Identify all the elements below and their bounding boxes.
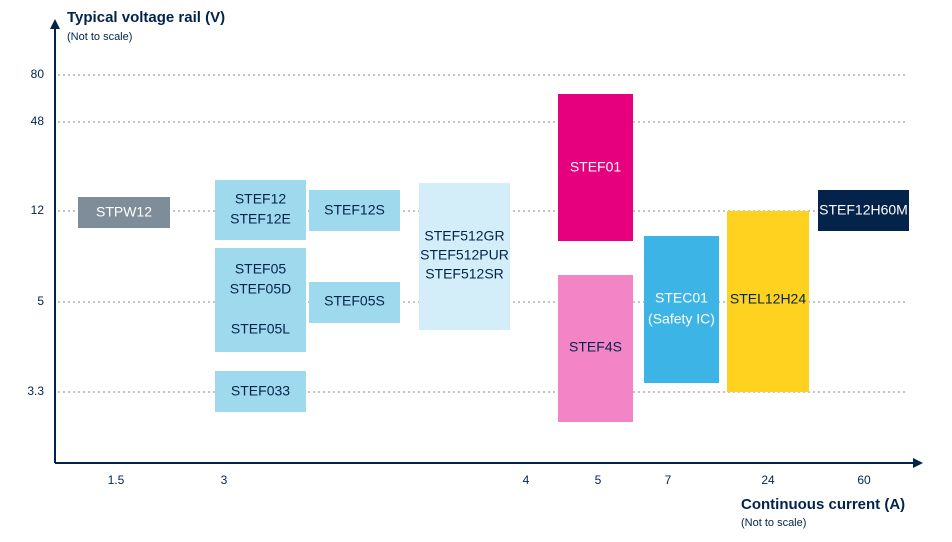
product-label: STEF512SR <box>425 266 504 282</box>
product-label: STEF12S <box>324 202 385 218</box>
product-label: STEF05S <box>324 293 385 309</box>
product-box <box>309 282 400 323</box>
product-label: STPW12 <box>96 204 152 220</box>
product-box <box>215 248 306 352</box>
product-label: STEF4S <box>569 339 622 355</box>
product-box <box>727 211 809 392</box>
x-axis-note: (Not to scale) <box>741 517 806 529</box>
product-label: (Safety IC) <box>648 311 715 327</box>
x-tick-label: 3 <box>221 473 228 487</box>
product-box <box>215 371 306 412</box>
y-tick-label: 5 <box>37 294 44 308</box>
product-box <box>419 183 510 330</box>
product-label: STEF01 <box>570 159 622 175</box>
product-box <box>818 190 909 231</box>
x-tick-label: 5 <box>595 473 602 487</box>
x-tick-label: 1.5 <box>108 473 125 487</box>
y-tick-label: 3.3 <box>27 384 44 398</box>
product-box <box>78 197 170 228</box>
product-label: STEF12H60M <box>819 202 908 218</box>
product-box <box>558 275 633 422</box>
product-label: STEF512GR <box>424 228 504 244</box>
x-axis-title: Continuous current (A) <box>741 496 905 513</box>
x-tick-label: 7 <box>665 473 672 487</box>
product-box <box>309 190 400 231</box>
product-label: STEF033 <box>231 383 290 399</box>
product-label: STEF12 <box>235 191 287 207</box>
y-tick-label: 12 <box>31 203 45 217</box>
x-tick-label: 4 <box>523 473 530 487</box>
product-label: STEF12E <box>230 211 291 227</box>
product-label: STEF05 <box>235 261 287 277</box>
y-axis-title: Typical voltage rail (V) <box>67 9 225 26</box>
x-tick-label: 60 <box>857 473 871 487</box>
product-label: STEF512PUR <box>420 247 509 263</box>
product-box <box>215 180 306 240</box>
product-label: STEF05L <box>231 321 290 337</box>
y-tick-label: 80 <box>31 67 45 81</box>
x-tick-label: 24 <box>761 473 775 487</box>
y-axis-note: (Not to scale) <box>67 31 132 43</box>
product-box <box>558 94 633 241</box>
product-label: STEC01 <box>655 290 708 306</box>
product-label: STEF05D <box>230 281 291 297</box>
y-tick-label: 48 <box>31 114 45 128</box>
product-label: STEL12H24 <box>730 291 806 307</box>
product-box <box>644 236 719 383</box>
